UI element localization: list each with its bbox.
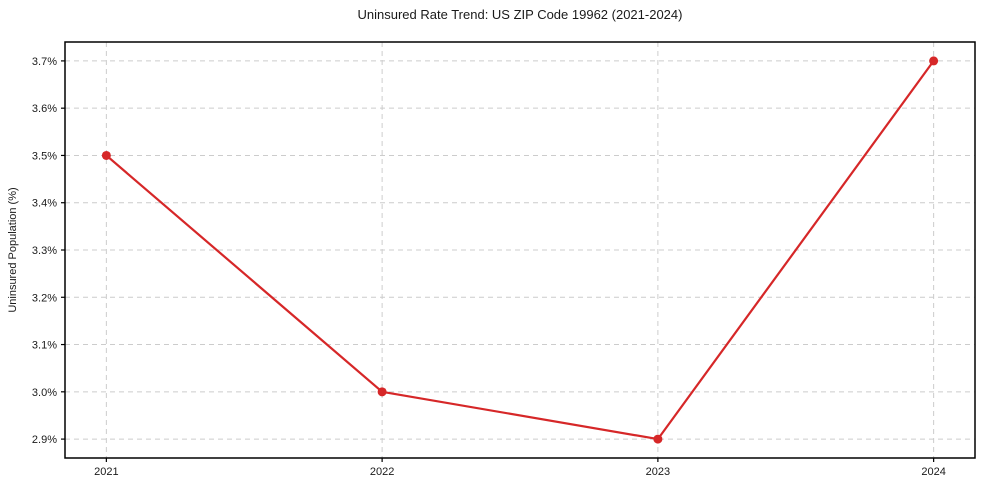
- x-tick-label: 2022: [370, 466, 394, 478]
- trend-line: [105, 59, 935, 441]
- x-tick-label: 2024: [921, 466, 945, 478]
- data-point: [377, 387, 387, 397]
- data-point: [101, 150, 111, 160]
- chart-title: Uninsured Rate Trend: US ZIP Code 19962 …: [357, 7, 683, 22]
- y-tick-label: 3.5%: [32, 150, 57, 162]
- y-tick-label: 3.4%: [32, 198, 57, 210]
- x-tick-label: 2021: [94, 466, 118, 478]
- y-tick-label: 3.7%: [32, 56, 57, 68]
- y-tick-label: 3.3%: [32, 245, 57, 257]
- data-point: [929, 56, 939, 66]
- y-tick-label: 3.0%: [32, 387, 57, 399]
- y-tick-label: 2.9%: [32, 434, 57, 446]
- y-tick-label: 3.1%: [32, 340, 57, 352]
- y-tick-label: 3.2%: [32, 292, 57, 304]
- y-tick-label: 3.6%: [32, 103, 57, 115]
- data-point: [653, 434, 663, 444]
- x-tick-label: 2023: [646, 466, 670, 478]
